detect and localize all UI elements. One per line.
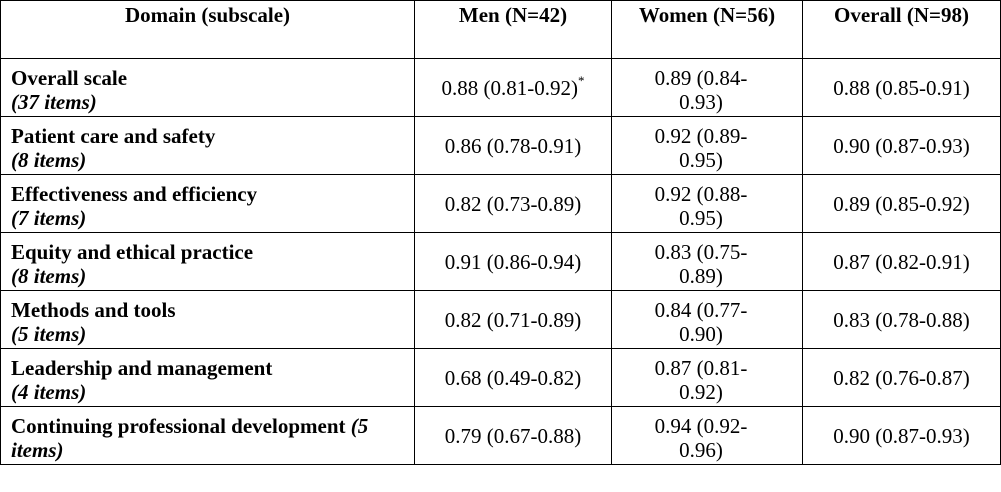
- table-row: Patient care and safety (8 items) 0.86 (…: [0, 116, 1001, 175]
- table-row: Overall scale (37 items) 0.88 (0.81-0.92…: [0, 58, 1001, 117]
- domain-cell: Patient care and safety (8 items): [0, 116, 415, 175]
- women-value-text: 0.94 (0.92-0.96): [654, 413, 748, 462]
- overall-value: 0.89 (0.85-0.92): [802, 174, 1001, 233]
- overall-value: 0.82 (0.76-0.87): [802, 348, 1001, 407]
- men-value: 0.68 (0.49-0.82): [414, 348, 612, 407]
- domain-name: Overall scale: [11, 65, 128, 90]
- women-value: 0.83 (0.75-0.89): [611, 232, 803, 291]
- domain-name: Continuing professional development: [11, 413, 346, 438]
- domain-items: (8 items): [11, 147, 87, 172]
- men-value: 0.91 (0.86-0.94): [414, 232, 612, 291]
- header-overall: Overall (N=98): [802, 0, 1001, 59]
- overall-value: 0.88 (0.85-0.91): [802, 58, 1001, 117]
- domain-cell: Leadership and management (4 items): [0, 348, 415, 407]
- domain-cell: Effectiveness and efficiency (7 items): [0, 174, 415, 233]
- footnote-marker: *: [577, 72, 585, 88]
- overall-value: 0.83 (0.78-0.88): [802, 290, 1001, 349]
- women-value-text: 0.92 (0.88-0.95): [654, 181, 748, 230]
- domain-items: (4 items): [11, 379, 87, 404]
- header-domain: Domain (subscale): [0, 0, 415, 59]
- men-value-text: 0.88 (0.81-0.92): [441, 75, 578, 100]
- women-value: 0.84 (0.77-0.90): [611, 290, 803, 349]
- table-row: Methods and tools (5 items) 0.82 (0.71-0…: [0, 290, 1001, 349]
- table-row: Effectiveness and efficiency (7 items) 0…: [0, 174, 1001, 233]
- men-value: 0.82 (0.73-0.89): [414, 174, 612, 233]
- domain-items: (37 items): [11, 89, 97, 114]
- domain-items: (7 items): [11, 205, 87, 230]
- domain-cell: Overall scale (37 items): [0, 58, 415, 117]
- women-value: 0.94 (0.92-0.96): [611, 406, 803, 465]
- domain-cell: Continuing professional development (5 i…: [0, 406, 415, 465]
- domain-items: (5 items): [11, 321, 87, 346]
- men-value: 0.79 (0.67-0.88): [414, 406, 612, 465]
- domain-name: Methods and tools: [11, 297, 176, 322]
- women-value-text: 0.92 (0.89-0.95): [654, 123, 748, 172]
- domain-cell: Equity and ethical practice (8 items): [0, 232, 415, 291]
- women-value-text: 0.83 (0.75-0.89): [654, 239, 748, 288]
- domain-items: (5 items): [11, 413, 369, 462]
- header-women: Women (N=56): [611, 0, 803, 59]
- domain-name: Effectiveness and efficiency: [11, 181, 258, 206]
- women-value: 0.92 (0.88-0.95): [611, 174, 803, 233]
- header-row: Domain (subscale) Men (N=42) Women (N=56…: [0, 0, 1001, 59]
- overall-value: 0.90 (0.87-0.93): [802, 406, 1001, 465]
- reliability-table: Domain (subscale) Men (N=42) Women (N=56…: [0, 0, 1001, 465]
- domain-name: Equity and ethical practice: [11, 239, 254, 264]
- men-value: 0.82 (0.71-0.89): [414, 290, 612, 349]
- women-value: 0.92 (0.89-0.95): [611, 116, 803, 175]
- women-value: 0.89 (0.84-0.93): [611, 58, 803, 117]
- women-value-text: 0.89 (0.84-0.93): [654, 65, 748, 114]
- overall-value: 0.87 (0.82-0.91): [802, 232, 1001, 291]
- women-value-text: 0.87 (0.81-0.92): [654, 355, 748, 404]
- women-value: 0.87 (0.81-0.92): [611, 348, 803, 407]
- overall-value: 0.90 (0.87-0.93): [802, 116, 1001, 175]
- women-value-text: 0.84 (0.77-0.90): [654, 297, 748, 346]
- men-value: 0.86 (0.78-0.91): [414, 116, 612, 175]
- men-value: 0.88 (0.81-0.92)*: [414, 58, 612, 117]
- domain-name: Patient care and safety: [11, 123, 216, 148]
- domain-name: Leadership and management: [11, 355, 273, 380]
- table-row: Continuing professional development (5 i…: [0, 406, 1001, 465]
- table-row: Equity and ethical practice (8 items) 0.…: [0, 232, 1001, 291]
- header-men: Men (N=42): [414, 0, 612, 59]
- table-row: Leadership and management (4 items) 0.68…: [0, 348, 1001, 407]
- domain-cell: Methods and tools (5 items): [0, 290, 415, 349]
- domain-items: (8 items): [11, 263, 87, 288]
